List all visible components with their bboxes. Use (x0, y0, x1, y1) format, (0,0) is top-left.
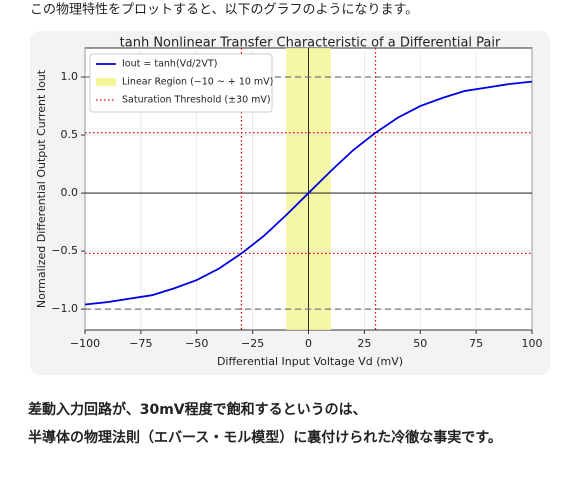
x-tick-label: −100 (70, 337, 100, 350)
legend-box (89, 53, 273, 113)
y-tick-label: −0.5 (51, 244, 78, 257)
legend-label: Linear Region (−10 ~ + 10 mV) (122, 77, 273, 88)
y-tick-label: 1.0 (61, 70, 79, 83)
y-tick-label: 0.5 (61, 128, 79, 141)
x-tick-label: −25 (241, 337, 264, 350)
legend-swatch (96, 78, 116, 86)
legend-label: Iout = tanh(Vd/2VT) (122, 59, 217, 70)
legend-label: Saturation Threshold (±30 mV) (122, 95, 271, 106)
x-tick-label: 75 (469, 337, 483, 350)
conclusion-line: 半導体の物理法則（エバース・モル模型）に裏付けられた冷徹な事実です。 (28, 429, 502, 446)
x-tick-label: 25 (357, 337, 371, 350)
conclusion-line: 差動入力回路が、30mV程度で飽和するというのは、 (28, 401, 367, 418)
x-tick-label: 0 (305, 337, 312, 350)
intro-text: この物理特性をプロットすると、以下のグラフのようになります。 (30, 3, 418, 18)
x-tick-label: −50 (185, 337, 208, 350)
x-axis-label: Differential Input Voltage Vd (mV) (217, 355, 403, 368)
y-tick-label: −1.0 (51, 302, 78, 315)
x-tick-label: −75 (129, 337, 152, 350)
y-axis-label: Normalized Differential Output Current I… (35, 69, 48, 308)
y-tick-label: 0.0 (61, 186, 79, 199)
x-tick-label: 50 (413, 337, 427, 350)
x-tick-label: 100 (522, 337, 543, 350)
data-line (84, 80, 533, 306)
chart-title: tanh Nonlinear Transfer Characteristic o… (120, 36, 501, 51)
